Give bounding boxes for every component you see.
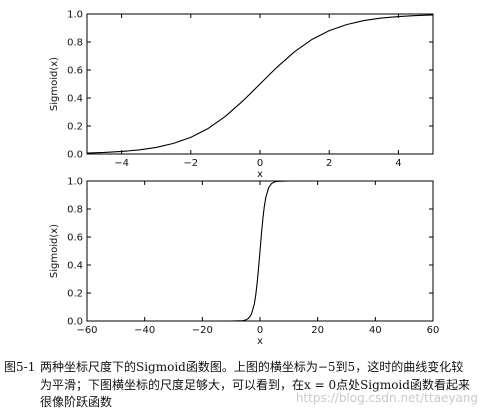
- plot-bottom: −60 −40 −20 0 20 40 60 0.0 0.2 0.4 0.6 0.8 1.0 x Sigmo…: [49, 177, 439, 348]
- caption-number: 图5-1: [4, 360, 36, 374]
- y-tick-label: 1.0: [67, 10, 83, 21]
- x-tick-label: −20: [192, 325, 213, 336]
- x-tick-label: 2: [326, 158, 332, 169]
- caption-line: 为平滑；下图横坐标的尺度足够大，可以看到，在x = 0点处Sigmoid函数看起…: [40, 377, 470, 392]
- x-tick-label: −60: [76, 325, 97, 336]
- x-tick-label: −40: [134, 325, 155, 336]
- y-tick-label: 0.8: [67, 38, 83, 49]
- x-tick-label: 0: [257, 325, 263, 336]
- plot-top: −4 −2 0 2 4 0.0 0.2 0.4 0.6 0.8 1.0 x Sigmoid(x): [49, 10, 434, 180]
- y-tick-label: 0.4: [67, 261, 83, 272]
- y-axis-label: Sigmoid(x): [49, 57, 60, 111]
- x-axis-label: x: [257, 336, 263, 347]
- x-tick-label: 20: [311, 325, 324, 336]
- watermark: https://blog.csdn.net/ttaeyang: [295, 391, 478, 405]
- x-tick-label: 4: [395, 158, 401, 169]
- x-tick-label: 0: [257, 158, 263, 169]
- y-tick-label: 1.0: [67, 177, 83, 188]
- x-tick-label: 60: [427, 325, 440, 336]
- y-tick-label: 0.2: [67, 289, 83, 300]
- caption-text: 两种坐标尺度下的Sigmoid函数图。上图的横坐标为−5到5，这时的曲线变化较 …: [40, 359, 496, 412]
- sigmoid-line: [86, 180, 433, 322]
- y-tick-label: 0.8: [67, 205, 83, 216]
- y-tick-label: 0.6: [67, 66, 83, 77]
- caption-line: 两种坐标尺度下的Sigmoid函数图。上图的横坐标为−5到5，这时的曲线变化较: [40, 360, 464, 374]
- sigmoid-line: [86, 14, 434, 154]
- y-tick-label: 0.6: [67, 233, 83, 244]
- x-axis-label: x: [257, 169, 263, 180]
- caption-line: 很像阶跃函数: [40, 395, 113, 409]
- y-tick-label: 0.0: [67, 150, 83, 161]
- y-tick-label: 0.2: [67, 122, 83, 133]
- x-tick-label: −4: [114, 158, 129, 169]
- y-axis-label: Sigmoid(x): [49, 224, 60, 278]
- x-tick-label: 40: [369, 325, 382, 336]
- y-tick-label: 0.0: [67, 317, 83, 328]
- y-tick-label: 0.4: [67, 94, 83, 105]
- x-tick-label: −2: [183, 158, 198, 169]
